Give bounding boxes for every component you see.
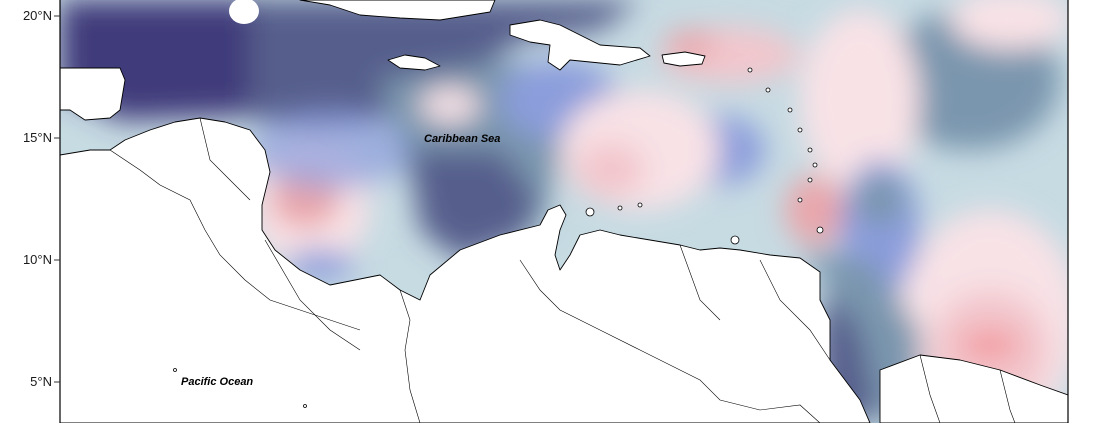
cuba-land [299, 0, 496, 21]
white-spot [229, 0, 259, 24]
hispaniola-land [509, 19, 651, 71]
caribbean-sea-label: Caribbean Sea [424, 133, 501, 145]
central-america-land [60, 117, 871, 423]
guiana-land [879, 354, 1068, 423]
contour-field [60, 0, 1068, 423]
contour-midblue-east [855, 175, 905, 225]
lat-label-20n: 20°N [22, 8, 52, 23]
borders [109, 117, 1016, 423]
lat-label-5n: 5°N [30, 374, 52, 389]
yucatan-land [60, 67, 126, 121]
contour-lightpink-ne2 [800, 10, 920, 190]
contour-pink-1 [575, 142, 645, 198]
lat-label-10n: 10°N [22, 252, 52, 267]
contour-salmon-antilles [785, 175, 845, 245]
pacific-ocean-label: Pacific Ocean [181, 376, 254, 388]
island-dots [173, 67, 824, 408]
jamaica-land [387, 54, 441, 71]
contour-lightpink-2 [420, 87, 480, 123]
contour-blue-arc [250, 110, 410, 190]
contour-lightpink-ne [950, 0, 1068, 50]
land-masses [60, 0, 1068, 423]
contour-lightpink-1 [560, 90, 720, 210]
puerto-rico-land [661, 51, 706, 67]
contour-red-se [960, 330, 1020, 360]
contour-dark-central [410, 150, 540, 260]
lat-ticks [54, 15, 60, 383]
contour-salmon-islands [665, 30, 715, 60]
lat-label-15n: 15°N [22, 130, 52, 145]
